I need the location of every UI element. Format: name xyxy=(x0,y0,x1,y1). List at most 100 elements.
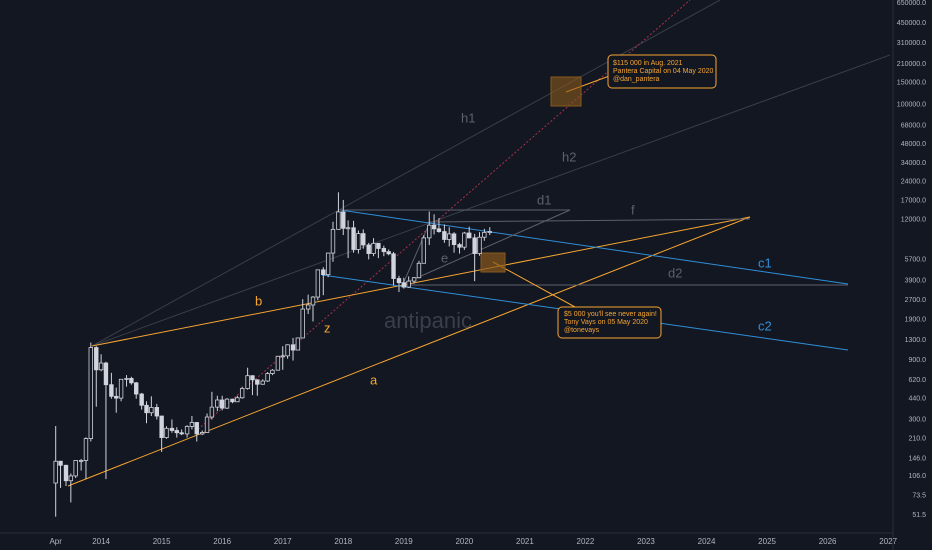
candle-body xyxy=(149,407,154,414)
y-tick-label: 51.5 xyxy=(912,512,926,519)
candle-body xyxy=(83,438,89,461)
candle-body xyxy=(235,397,240,403)
x-tick-label: 2019 xyxy=(395,537,413,546)
y-tick-label: 300.0 xyxy=(908,416,926,423)
y-tick-label: 150000.0 xyxy=(897,79,926,86)
candle-body xyxy=(482,232,487,238)
candle-body xyxy=(285,344,290,357)
candle-body xyxy=(189,422,195,427)
y-tick-label: 900.0 xyxy=(908,357,926,364)
y-tick-label: 3900.0 xyxy=(905,277,927,284)
x-tick-label: 2027 xyxy=(879,537,897,546)
candle-body xyxy=(98,362,104,371)
x-tick-label: 2017 xyxy=(274,537,292,546)
callout-box xyxy=(607,54,717,89)
candle-body xyxy=(436,228,442,232)
candle-body xyxy=(154,407,160,417)
candle-body xyxy=(345,227,351,230)
candle-body xyxy=(396,278,402,284)
candle-body xyxy=(179,432,184,435)
candle-body xyxy=(280,355,285,358)
annotation-text: @tonevays xyxy=(564,327,600,334)
candle-body xyxy=(275,355,281,371)
y-tick-label: 2700.0 xyxy=(905,297,927,304)
candles xyxy=(53,192,492,517)
y-tick-label: 440.0 xyxy=(908,396,926,403)
y-tick-label: 17000.0 xyxy=(901,197,926,204)
highlight-box xyxy=(480,252,506,273)
drawing-label: c2 xyxy=(758,318,772,333)
candle-body xyxy=(416,262,422,279)
candle-body xyxy=(184,426,190,435)
candle-body xyxy=(487,231,492,233)
candle-body xyxy=(73,460,78,477)
candle-body xyxy=(371,242,376,254)
y-tick-label: 106.0 xyxy=(908,473,926,480)
candle-body xyxy=(219,399,225,409)
y-tick-label: 210000.0 xyxy=(897,61,926,68)
candle-body xyxy=(391,253,396,279)
candle-body xyxy=(401,282,407,288)
trend-line-a xyxy=(67,216,751,487)
candle-body xyxy=(442,231,447,240)
candle-body xyxy=(215,399,220,408)
drawing-label: h1 xyxy=(461,110,475,125)
candle-body xyxy=(295,337,301,351)
x-tick-label: 2021 xyxy=(516,537,534,546)
trend-line-b xyxy=(91,216,751,347)
candle-body xyxy=(78,460,84,462)
annotation-text: $5 000 you'll see never again! xyxy=(564,311,657,318)
candle-body xyxy=(376,242,381,249)
candle-body xyxy=(431,224,437,230)
candle-body xyxy=(169,427,175,431)
candle-body xyxy=(265,373,270,382)
candle-body xyxy=(411,277,417,282)
candle-body xyxy=(467,232,472,239)
candle-body xyxy=(204,416,210,433)
y-tick-label: 5700.0 xyxy=(905,257,927,264)
channel-c1 xyxy=(339,209,849,285)
callout-connector xyxy=(492,261,576,308)
candle-body xyxy=(427,224,432,239)
candle-body xyxy=(310,296,316,306)
x-tick-label: 2015 xyxy=(153,537,171,546)
candle-body xyxy=(245,375,250,389)
x-tick-label: 2014 xyxy=(92,537,110,546)
y-tick-label: 210.0 xyxy=(908,436,926,443)
candle-body xyxy=(224,398,230,409)
candle-body xyxy=(300,308,305,339)
drawing-label: e xyxy=(441,250,448,265)
candle-body xyxy=(174,430,179,434)
y-tick-label: 1900.0 xyxy=(905,316,927,323)
candle-body xyxy=(330,228,336,254)
candle-body xyxy=(194,422,199,435)
y-tick-label: 68000.0 xyxy=(901,122,926,129)
y-tick-label: 73.5 xyxy=(912,493,926,500)
candle-body xyxy=(270,369,275,374)
y-tick-label: 100000.0 xyxy=(897,101,926,108)
y-tick-label: 48000.0 xyxy=(901,141,926,148)
candle-body xyxy=(321,269,326,276)
candle-body xyxy=(129,378,134,384)
candle-body xyxy=(386,251,391,255)
y-tick-label: 146.0 xyxy=(908,455,926,462)
candle-body xyxy=(58,460,63,466)
candle-body xyxy=(341,211,346,229)
annotation-text: $115 000 in Aug. 2021 xyxy=(613,60,683,67)
y-tick-label: 450000.0 xyxy=(897,20,926,27)
trend-line-h2 xyxy=(91,54,891,347)
drawings xyxy=(67,0,891,487)
x-tick-label: 2020 xyxy=(455,537,473,546)
candle-body xyxy=(63,464,69,482)
candle-body xyxy=(315,269,321,298)
candle-body xyxy=(124,378,129,380)
y-tick-label: 1300.0 xyxy=(905,337,927,344)
candle-body xyxy=(381,248,387,253)
watermark: antipanic xyxy=(384,308,472,333)
x-tick-label: 2022 xyxy=(577,537,595,546)
drawing-label: f xyxy=(631,202,635,217)
annotation-text: @dan_pantera xyxy=(613,76,660,83)
y-tick-label: 310000.0 xyxy=(897,40,926,47)
candle-body xyxy=(103,362,109,386)
drawing-label: c1 xyxy=(758,255,772,270)
